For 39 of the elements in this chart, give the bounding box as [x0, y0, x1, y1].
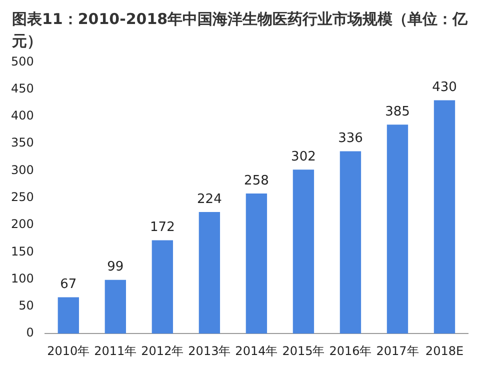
data-label: 224	[197, 192, 222, 207]
y-tick-label: 400	[11, 108, 34, 123]
x-tick-label: 2011年	[94, 344, 137, 358]
x-tick-label: 2010年	[47, 344, 90, 358]
bar	[104, 280, 126, 334]
x-tick-label: 2017年	[376, 344, 419, 358]
y-tick-label: 350	[11, 136, 34, 150]
bar	[386, 124, 408, 334]
y-tick-label: 100	[11, 271, 34, 286]
x-tick-label: 2016年	[329, 344, 372, 358]
y-tick-label: 0	[26, 326, 34, 340]
x-tick-label: 2012年	[141, 344, 184, 358]
data-label: 430	[432, 80, 457, 96]
bar	[292, 170, 314, 334]
y-tick-label: 450	[11, 81, 34, 96]
data-label: 67	[60, 277, 77, 292]
y-tick-label: 250	[11, 190, 34, 204]
chart-title: 图表11：2010-2018年中国海洋生物医药行业市场规模（单位：亿元）	[11, 9, 469, 52]
data-label: 172	[150, 220, 175, 236]
x-tick-label: 2013年	[188, 344, 231, 358]
bar	[246, 194, 268, 334]
data-label: 258	[244, 173, 269, 188]
bar	[434, 100, 456, 334]
bar	[198, 212, 220, 334]
y-tick-label: 200	[11, 217, 34, 232]
bar	[152, 240, 174, 334]
x-tick-label: 2014年	[235, 344, 278, 358]
data-label: 336	[338, 131, 363, 146]
y-tick-label: 50	[18, 298, 34, 313]
y-tick-label: 500	[11, 54, 34, 68]
y-tick-label: 150	[11, 244, 34, 258]
bar	[340, 151, 362, 334]
bar	[58, 297, 79, 334]
data-label: 99	[107, 260, 124, 275]
x-tick-label: 2015年	[282, 344, 325, 358]
data-label: 302	[291, 150, 316, 165]
y-tick-label: 300	[11, 162, 34, 177]
data-label: 385	[385, 104, 410, 120]
x-tick-label: 2018E	[425, 344, 464, 358]
